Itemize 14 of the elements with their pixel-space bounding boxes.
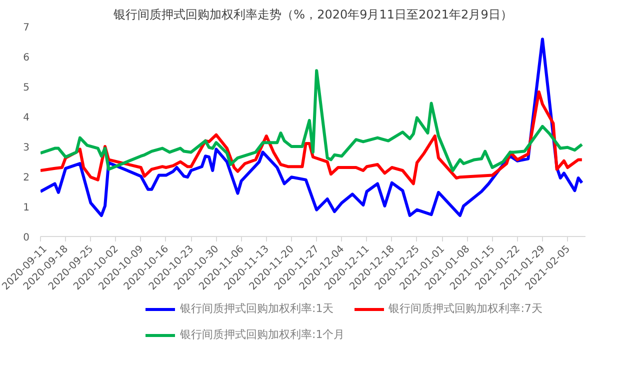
legend-label: 银行间质押式回购加权利率:7天 xyxy=(388,301,542,316)
legend-label: 银行间质押式回购加权利率:1天 xyxy=(180,301,334,316)
y-tick-label: 2 xyxy=(23,172,30,184)
y-tick-label: 3 xyxy=(23,142,30,154)
line-series xyxy=(40,69,584,172)
y-tick-label: 6 xyxy=(23,52,30,64)
y-tick-label: 5 xyxy=(23,82,30,94)
chart-title: 银行间质押式回购加权利率走势（%，2020年9月11日至2021年2月9日） xyxy=(112,8,512,22)
legend-label: 银行间质押式回购加权利率:1个月 xyxy=(180,327,345,342)
y-tick-label: 7 xyxy=(23,22,30,34)
y-tick-label: 1 xyxy=(23,202,30,214)
y-tick-label: 4 xyxy=(23,112,30,124)
y-tick-label: 0 xyxy=(23,232,30,244)
line-series xyxy=(40,90,584,186)
